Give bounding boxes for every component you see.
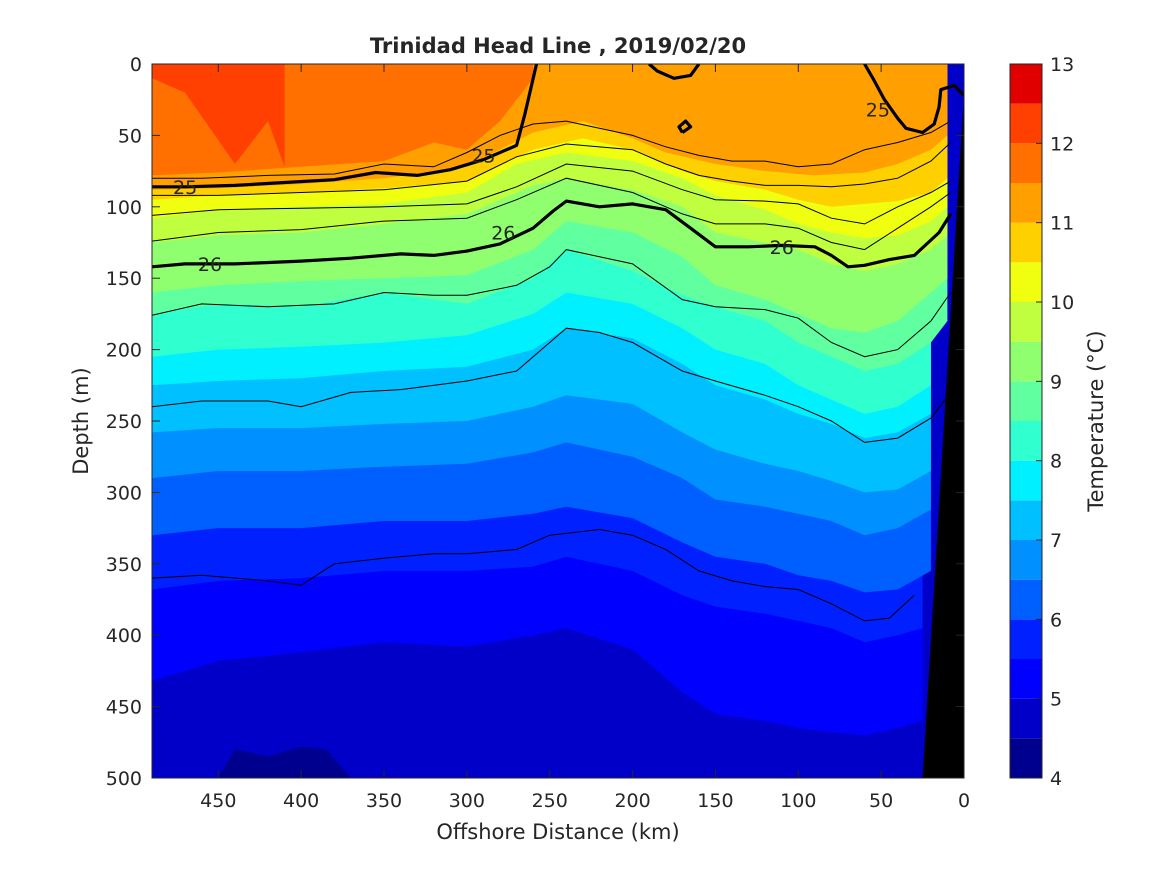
- colorbar-swatch: [1010, 698, 1042, 739]
- density-contours-bold: [152, 64, 964, 269]
- colorbar-swatch: [1010, 262, 1042, 302]
- contour-label: 26: [491, 223, 515, 245]
- density-contour-bold: [648, 64, 701, 80]
- y-tick-label: 200: [106, 340, 142, 362]
- x-tick-label: 150: [697, 790, 733, 812]
- contour-label: 26: [198, 254, 222, 276]
- colorbar-ticks: 4 5 6 7 8 9 10 11 12 13: [1036, 54, 1074, 790]
- density-contour-line: [152, 249, 952, 358]
- x-axis: 450 400 350 300 250 200 150 100 50 0: [200, 64, 970, 812]
- colorbar-tick-label: 13: [1050, 54, 1074, 76]
- density-contour-line: [152, 327, 952, 443]
- contour-labels: 25 25 25 26 26 26: [173, 100, 890, 276]
- colorbar-swatch: [1010, 659, 1042, 699]
- colorbar-swatch: [1010, 183, 1042, 223]
- colorbar-swatch: [1010, 64, 1042, 104]
- colorbar-tick-label: 7: [1050, 530, 1062, 552]
- colorbar-swatch: [1010, 540, 1042, 580]
- colorbar-tick-label: 4: [1050, 768, 1062, 790]
- y-tick-label: 500: [106, 768, 142, 790]
- colorbar-swatch: [1010, 302, 1042, 342]
- colorbar-swatch: [1010, 341, 1042, 382]
- x-tick-label: 50: [869, 790, 893, 812]
- temperature-band: [152, 64, 285, 167]
- x-tick-label: 100: [780, 790, 816, 812]
- y-axis: 0 50 100 150 200 250 300 350 400 450 500: [106, 54, 964, 790]
- colorbar-swatch: [1010, 619, 1042, 659]
- x-tick-label: 0: [958, 790, 970, 812]
- temperature-fills: [152, 64, 964, 778]
- colorbar-tick-label: 6: [1050, 609, 1062, 631]
- colorbar-tick-label: 9: [1050, 371, 1062, 393]
- y-axis-label: Depth (m): [69, 367, 93, 474]
- contour-label: 25: [173, 177, 197, 199]
- colorbar-swatch: [1010, 143, 1042, 183]
- colorbar-tick-label: 12: [1050, 133, 1074, 155]
- y-tick-label: 0: [130, 54, 142, 76]
- colorbar-tick-label: 10: [1050, 292, 1074, 314]
- colorbar-swatch: [1010, 738, 1042, 778]
- colorbar-tick-label: 8: [1050, 451, 1062, 473]
- density-contour-line: [152, 177, 951, 251]
- y-tick-label: 300: [106, 482, 142, 504]
- density-contours-thin: [152, 120, 952, 622]
- x-axis-label: Offshore Distance (km): [436, 820, 679, 844]
- y-tick-label: 100: [106, 197, 142, 219]
- density-contour-line: [152, 528, 915, 622]
- bathymetry-seafloor: [922, 92, 964, 778]
- y-tick-label: 250: [106, 411, 142, 433]
- colorbar-swatch: [1010, 460, 1042, 501]
- colorbar-swatch: [1010, 222, 1042, 263]
- colorbar-tick-label: 5: [1050, 689, 1062, 711]
- y-tick-label: 350: [106, 554, 142, 576]
- density-contour-line: [152, 163, 951, 225]
- contour-label: 25: [471, 145, 495, 167]
- colorbar-frame: [1009, 63, 1043, 779]
- density-contour-bold: [863, 64, 964, 135]
- colorbar: [1010, 64, 1042, 778]
- x-tick-label: 400: [283, 790, 319, 812]
- colorbar-tick-label: 11: [1050, 213, 1074, 235]
- y-tick-label: 150: [106, 268, 142, 290]
- y-tick-label: 50: [118, 125, 142, 147]
- colorbar-swatch: [1010, 500, 1042, 540]
- x-tick-label: 350: [366, 790, 402, 812]
- colorbar-swatch: [1010, 421, 1042, 461]
- colorbar-label: Temperature (°C): [1084, 330, 1108, 512]
- y-tick-label: 400: [106, 625, 142, 647]
- temperature-band: [218, 746, 351, 778]
- colorbar-swatch: [1010, 381, 1042, 421]
- density-contour-bold: [152, 199, 953, 269]
- colorbar-swatch: [1010, 579, 1042, 620]
- colorbar-swatch: [1010, 103, 1042, 144]
- x-tick-label: 200: [614, 790, 650, 812]
- contour-label: 25: [866, 100, 890, 122]
- y-tick-label: 450: [106, 697, 142, 719]
- x-tick-label: 450: [200, 790, 236, 812]
- contour-label: 26: [770, 237, 794, 259]
- plot-area: 25 25 25 26 26 26: [152, 64, 964, 778]
- density-contour-line: [152, 142, 952, 196]
- density-contour-bold: [152, 64, 539, 189]
- x-tick-label: 300: [449, 790, 485, 812]
- chart-title: Trinidad Head Line , 2019/02/20: [370, 34, 746, 58]
- density-contour-line: [152, 120, 951, 179]
- density-contour-bold: [677, 119, 693, 134]
- x-tick-label: 250: [532, 790, 568, 812]
